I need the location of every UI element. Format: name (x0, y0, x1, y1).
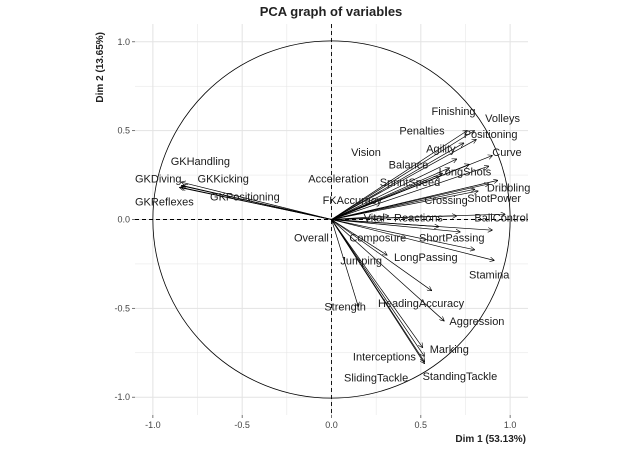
label-fkaccuracy: FKAccuracy (323, 195, 383, 207)
arrow-marking (331, 219, 423, 348)
label-longshots: LongShots (439, 167, 492, 179)
label-composure: Composure (349, 232, 406, 244)
variable-arrows (180, 131, 505, 364)
label-gkreflexes: GKReflexes (135, 197, 194, 209)
chart-title: PCA graph of variables (260, 4, 403, 19)
x-axis-title: Dim 1 (53.13%) (455, 434, 526, 445)
x-tick-label: -1.0 (145, 420, 161, 430)
arrow-finishing (331, 131, 468, 220)
arrow-agility (331, 159, 457, 220)
arrow-gkreflexes (180, 188, 332, 220)
arrow-shotpower (331, 184, 489, 220)
arrow-reactions (331, 216, 457, 220)
y-tick-label: -0.5 (114, 303, 130, 313)
label-penalties: Penalties (399, 126, 445, 138)
arrow-longshots (331, 166, 489, 220)
label-headingaccuracy: HeadingAccuracy (378, 298, 465, 310)
arrow-penalties (331, 143, 464, 220)
label-crossing: Crossing (424, 195, 467, 207)
label-interceptions: Interceptions (353, 351, 416, 363)
label-standingtackle: StandingTackle (423, 371, 498, 383)
arrow-jumping (331, 219, 387, 256)
label-ballcontrol: BallControl (474, 213, 528, 225)
label-aggression: Aggression (449, 316, 504, 328)
label-slidingtackle: SlidingTackle (344, 373, 408, 385)
arrow-gkhandling (181, 182, 332, 220)
label-positioning: Positioning (464, 129, 518, 141)
label-acceleration: Acceleration (308, 174, 369, 186)
label-agility: Agility (426, 143, 456, 155)
axis-ticks: -1.0 -0.5 0.0 0.5 1.0 -1.0 -0.5 0.0 0.5 1.0 (114, 37, 516, 430)
label-strength: Strength (324, 302, 366, 314)
label-dribbling: Dribbling (487, 183, 530, 195)
arrow-shortpassing (331, 219, 493, 231)
y-tick-label: 1.0 (117, 37, 130, 47)
arrow-crossing (331, 191, 478, 220)
arrow-balance (331, 168, 450, 220)
y-axis-title: Dim 2 (13.65%) (95, 32, 106, 103)
arrow-composure (331, 219, 461, 232)
arrow-stamina (331, 219, 495, 261)
arrow-interceptions (331, 219, 425, 357)
label-stamina: Stamina (469, 270, 510, 282)
arrow-aggression (331, 219, 445, 321)
label-shotpower: ShotPower (467, 193, 521, 205)
x-tick-label: 0.0 (325, 420, 338, 430)
arrow-positioning (331, 140, 477, 220)
label-gkdiving: GKDiving (135, 174, 181, 186)
label-sprintspeed: SprintSpeed (380, 177, 441, 189)
arrow-vital (331, 216, 389, 220)
label-curve: Curve (492, 147, 521, 159)
arrow-gkkicking (183, 186, 332, 220)
label-gkpositioning: GKPositioning (210, 191, 280, 203)
label-reactions: Reactions (394, 213, 443, 225)
arrow-longpassing (331, 219, 475, 250)
label-overall: Overall (294, 232, 329, 244)
x-tick-label: -0.5 (234, 420, 250, 430)
label-vision: Vision (351, 147, 381, 159)
arrow-fkaccuracy (331, 189, 475, 220)
label-finishing: Finishing (432, 106, 476, 118)
label-shortpassing: ShortPassing (419, 232, 484, 244)
x-tick-label: 1.0 (504, 420, 517, 430)
arrow-headingaccuracy (331, 219, 432, 291)
label-balance: Balance (389, 159, 429, 171)
arrow-strength (331, 219, 359, 307)
y-tick-label: 0.0 (117, 215, 130, 225)
x-tick-label: 0.5 (415, 420, 428, 430)
label-gkkicking: GKKicking (198, 174, 249, 186)
y-tick-label: -1.0 (114, 392, 130, 402)
arrow-standingtackle (331, 219, 425, 364)
y-tick-label: 0.5 (117, 126, 130, 136)
arrow-sprintspeed (331, 177, 439, 220)
variable-labels: GKHandling GKDiving GKKicking GKPositioning… (135, 106, 530, 385)
label-volleys: Volleys (485, 113, 520, 125)
label-marking: Marking (430, 344, 469, 356)
label-jumping: Jumping (340, 255, 382, 267)
label-gkhandling: GKHandling (171, 156, 230, 168)
label-longpassing: LongPassing (394, 252, 458, 264)
label-vital: Vital (364, 213, 385, 225)
arrow-volleys (331, 131, 475, 220)
